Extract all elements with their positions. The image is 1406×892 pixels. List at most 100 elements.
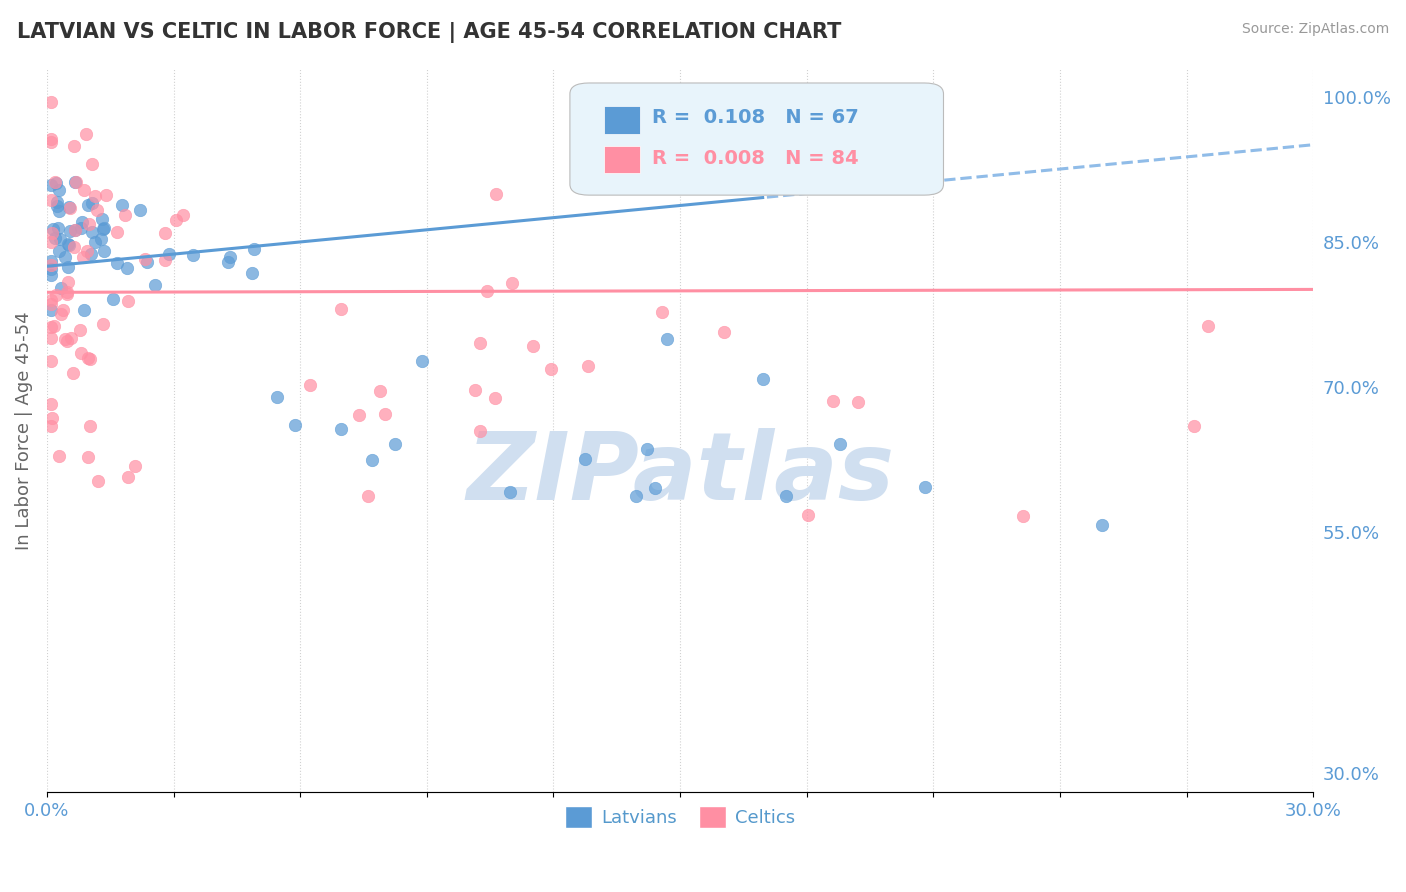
Point bbox=[384, 437, 406, 451]
Point bbox=[242, 242, 264, 256]
Point bbox=[83, 189, 105, 203]
Point bbox=[522, 339, 544, 353]
Point bbox=[46, 195, 69, 210]
Point bbox=[357, 489, 380, 503]
Point bbox=[1011, 508, 1033, 523]
Point bbox=[172, 208, 194, 222]
Point bbox=[48, 244, 70, 259]
Point bbox=[39, 353, 62, 368]
Point bbox=[574, 451, 596, 466]
Point bbox=[73, 302, 96, 317]
Point bbox=[374, 407, 396, 421]
Point bbox=[62, 367, 84, 381]
Point bbox=[73, 183, 96, 197]
Point bbox=[157, 247, 180, 261]
Point bbox=[39, 297, 62, 311]
Point bbox=[49, 232, 72, 246]
Point bbox=[48, 183, 70, 197]
Point bbox=[51, 281, 73, 295]
Point bbox=[797, 508, 820, 522]
Point bbox=[65, 175, 87, 189]
Point bbox=[477, 284, 499, 298]
Point bbox=[39, 419, 62, 434]
Text: R =  0.008   N = 84: R = 0.008 N = 84 bbox=[652, 150, 859, 169]
Point bbox=[63, 175, 86, 189]
Point bbox=[70, 221, 93, 235]
Point bbox=[77, 351, 100, 365]
Point bbox=[117, 470, 139, 484]
Point bbox=[499, 484, 522, 499]
Point bbox=[485, 186, 508, 201]
Point bbox=[155, 253, 177, 268]
Point bbox=[90, 231, 112, 245]
Point bbox=[134, 252, 156, 266]
Point bbox=[70, 215, 93, 229]
Point bbox=[329, 422, 352, 436]
Point bbox=[165, 213, 187, 227]
Point bbox=[79, 418, 101, 433]
Point bbox=[651, 304, 673, 318]
FancyBboxPatch shape bbox=[569, 83, 943, 195]
Text: ZIPatlas: ZIPatlas bbox=[465, 427, 894, 520]
Point bbox=[39, 262, 62, 277]
Point bbox=[821, 394, 844, 409]
Point bbox=[58, 238, 80, 252]
Point bbox=[77, 450, 100, 465]
Bar bbox=[605, 146, 640, 173]
Point bbox=[299, 378, 322, 392]
Point bbox=[117, 293, 139, 308]
Point bbox=[540, 362, 562, 376]
Point bbox=[91, 317, 114, 331]
Point bbox=[86, 203, 108, 218]
Point bbox=[53, 250, 76, 264]
Point bbox=[347, 408, 370, 422]
Point bbox=[411, 353, 433, 368]
Point bbox=[111, 197, 134, 211]
Point bbox=[464, 383, 486, 397]
Point bbox=[39, 235, 62, 249]
Point bbox=[468, 335, 491, 350]
Point bbox=[105, 255, 128, 269]
Point bbox=[69, 346, 91, 360]
Point bbox=[101, 292, 124, 306]
Point bbox=[86, 475, 108, 489]
Point bbox=[72, 250, 94, 264]
Point bbox=[91, 211, 114, 226]
Point bbox=[39, 330, 62, 344]
Point bbox=[624, 489, 647, 503]
Point bbox=[39, 302, 62, 317]
Point bbox=[76, 244, 98, 259]
Point bbox=[41, 410, 63, 425]
Point bbox=[361, 453, 384, 467]
Point bbox=[44, 319, 66, 334]
Point bbox=[84, 235, 107, 249]
Point bbox=[41, 258, 63, 272]
Point bbox=[657, 332, 679, 346]
Point bbox=[45, 176, 67, 190]
Point bbox=[240, 266, 263, 280]
Point bbox=[79, 352, 101, 367]
Point bbox=[1091, 517, 1114, 532]
Point bbox=[636, 442, 658, 457]
Point bbox=[266, 390, 288, 404]
Point bbox=[62, 139, 84, 153]
Point bbox=[80, 246, 103, 260]
Point bbox=[48, 203, 70, 218]
Point bbox=[45, 288, 67, 302]
Point bbox=[846, 395, 869, 409]
Point bbox=[115, 261, 138, 276]
Point bbox=[56, 287, 79, 301]
Point bbox=[218, 250, 240, 264]
Bar bbox=[605, 106, 640, 134]
Point bbox=[153, 226, 176, 240]
Point bbox=[1182, 419, 1205, 434]
Point bbox=[59, 331, 82, 345]
Point bbox=[96, 188, 118, 202]
Legend: Latvians, Celtics: Latvians, Celtics bbox=[558, 798, 803, 835]
Point bbox=[39, 319, 62, 334]
Point bbox=[39, 95, 62, 110]
Point bbox=[59, 201, 82, 215]
Point bbox=[330, 302, 353, 317]
Point bbox=[713, 325, 735, 339]
Point bbox=[39, 268, 62, 282]
